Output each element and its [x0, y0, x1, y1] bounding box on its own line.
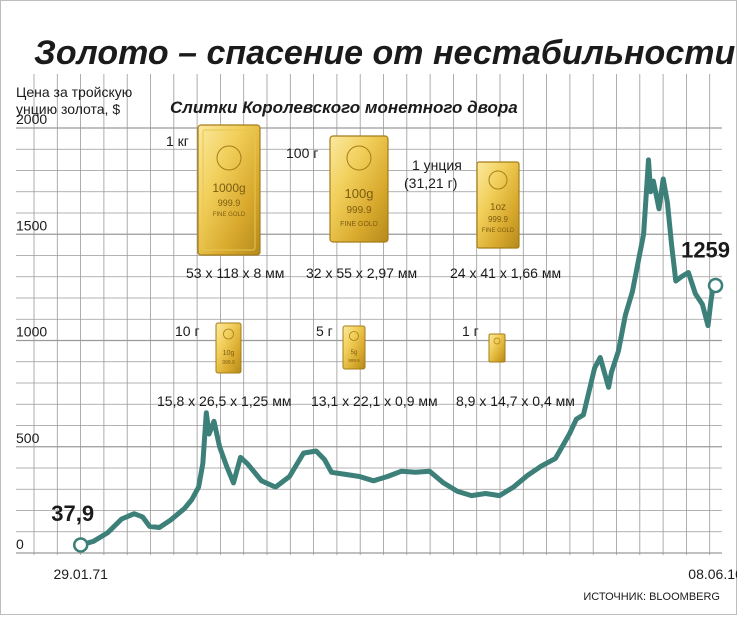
bar-weight-label: 1 унция: [412, 157, 462, 173]
series-line: [78, 157, 719, 548]
bar-stamp-line-2: 999.9: [488, 215, 509, 224]
bar-stamp-line-1: 100g: [345, 186, 374, 201]
bar-ingot: [197, 124, 261, 256]
bar-weight-note: (31,21 г): [404, 175, 457, 191]
endpoint-marker: [707, 277, 724, 294]
bar-stamp-line-2: 999.9: [346, 205, 371, 216]
bar-size-label: 15,8 x 26,5 x 1,25 мм: [157, 393, 291, 409]
bar-stamp-line-1: 1000g: [212, 181, 245, 195]
y-tick-label: 500: [16, 430, 40, 446]
y-tick-labels: 2000 1500 1000 500 0: [16, 111, 47, 552]
bar-stamp-line-2: 999.9: [222, 360, 235, 366]
mint-seal-icon: [216, 145, 242, 171]
y-tick-label: 2000: [16, 111, 47, 127]
bar-stamp-line-2: 999.9: [348, 358, 360, 363]
gold-bar-100g: 100 г 100g 999.9 FINE GOLD 32 x 55 x 2,9…: [286, 135, 417, 281]
series-layer: [78, 157, 719, 548]
bar-weight-label: 5 г: [316, 323, 333, 339]
y-axis-label-line-1: Цена за тройскую: [16, 84, 132, 100]
x-tick-labels: 29.01.71 08.06.16: [53, 566, 737, 582]
bar-weight-label: 1 кг: [166, 133, 189, 149]
mint-seal-icon: [488, 170, 508, 190]
grid: [16, 22, 722, 555]
y-tick-label: 0: [16, 536, 24, 552]
chart-title: Золото – спасение от нестабильности: [34, 34, 735, 72]
y-axis-label: Цена за тройскую унцию золота, $: [16, 84, 136, 117]
mint-seal-icon: [346, 145, 372, 171]
bar-stamp-line-3: FINE GOLD: [482, 228, 515, 234]
gold-bar-1oz: 1 унция (31,21 г) 1oz 999.9 FINE GOLD 24…: [404, 157, 561, 281]
annotations-layer: 37,9 1259: [51, 237, 730, 553]
y-tick-label: 1000: [16, 324, 47, 340]
bar-size-label: 13,1 x 22,1 x 0,9 мм: [311, 393, 438, 409]
title-box: [16, 22, 722, 74]
x-tick-label: 29.01.71: [53, 566, 108, 582]
gold-bar-10g: 10 г 10g 999.9 15,8 x 26,5 x 1,25 мм: [157, 322, 291, 409]
bar-size-label: 53 x 118 x 8 мм: [186, 265, 284, 281]
mint-seal-icon: [493, 337, 501, 345]
bar-weight-label: 10 г: [175, 323, 200, 339]
bar-size-label: 24 x 41 x 1,66 мм: [450, 265, 561, 281]
gold-bar-1kg: 1 кг 1000g 999.9 FINE GOLD 53 x 118 x 8 …: [166, 124, 284, 281]
gold-bar-5g: 5 г 5g 999.9 13,1 x 22,1 x 0,9 мм: [311, 323, 438, 409]
bar-ingot: [476, 161, 520, 249]
bars-panel-title: Слитки Королевского монетного двора: [170, 98, 518, 117]
bar-stamp-line-1: 1oz: [490, 202, 506, 213]
mint-seal-icon: [223, 328, 234, 340]
y-tick-label: 1500: [16, 217, 47, 233]
bar-ingot: [215, 322, 242, 374]
bar-ingot: [488, 333, 506, 363]
bar-stamp-line-3: FINE GOLD: [340, 221, 378, 228]
source-label: ИСТОЧНИК: BLOOMBERG: [583, 591, 720, 603]
bar-size-label: 32 x 55 x 2,97 мм: [306, 265, 417, 281]
x-tick-label: 08.06.16: [688, 566, 737, 582]
y-axis-label-line-2: унцию золота, $: [16, 101, 120, 117]
bar-stamp-line-3: FINE GOLD: [213, 212, 246, 218]
bar-stamp-line-2: 999.9: [218, 198, 241, 208]
bar-ingot-rim: [202, 129, 256, 251]
gold-bar-1g: 1 г 8,9 x 14,7 x 0,4 мм: [456, 323, 575, 409]
bar-ingot: [329, 135, 389, 243]
mint-seal-icon: [349, 331, 359, 341]
annotation-label: 1259: [681, 237, 730, 262]
bar-weight-label: 100 г: [286, 145, 318, 161]
bar-size-label: 8,9 x 14,7 x 0,4 мм: [456, 393, 575, 409]
bar-ingot: [342, 325, 366, 370]
bar-weight-label: 1 г: [462, 323, 479, 339]
bar-stamp-line-1: 10g: [223, 350, 235, 357]
annotation-label: 37,9: [51, 501, 94, 526]
endpoint-marker: [72, 537, 89, 553]
bar-stamp-line-1: 5g: [351, 350, 358, 356]
